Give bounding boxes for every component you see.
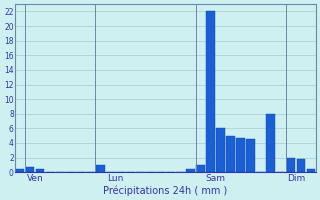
X-axis label: Précipitations 24h ( mm ): Précipitations 24h ( mm ) [103, 185, 228, 196]
Bar [297, 159, 305, 172]
Bar [246, 139, 255, 172]
Bar [236, 138, 245, 172]
Bar [26, 167, 35, 172]
Bar [36, 169, 44, 172]
Bar [286, 158, 295, 172]
Bar [206, 11, 215, 172]
Bar [96, 165, 105, 172]
Bar [267, 114, 275, 172]
Bar [216, 128, 225, 172]
Bar [186, 169, 195, 172]
Bar [307, 169, 315, 172]
Bar [196, 165, 205, 172]
Bar [16, 169, 24, 172]
Bar [226, 136, 235, 172]
